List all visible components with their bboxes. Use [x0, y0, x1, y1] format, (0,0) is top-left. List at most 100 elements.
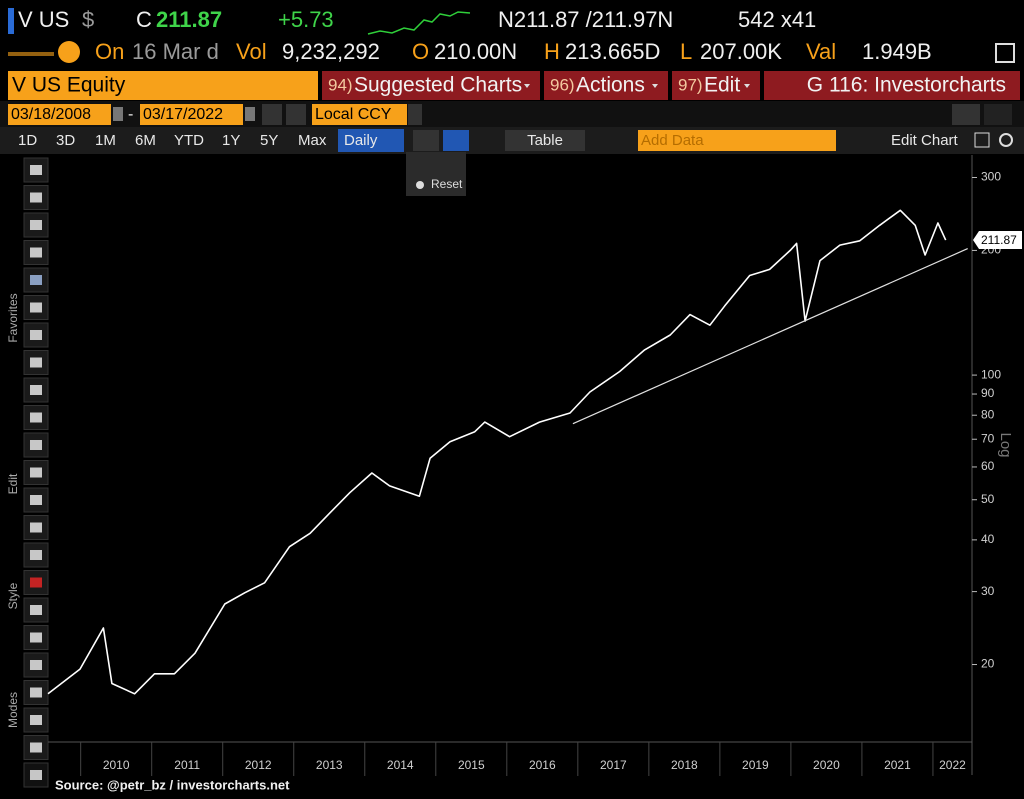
tool-glyph — [30, 247, 42, 258]
x-tick-label: 2014 — [387, 758, 414, 772]
low-label: L — [680, 39, 692, 64]
dots — [8, 52, 54, 56]
edit-chart[interactable]: Edit Chart — [891, 132, 959, 149]
price-line — [47, 209, 947, 695]
calendar-icon[interactable] — [113, 107, 123, 121]
tool-glyph — [30, 385, 42, 395]
y-tick-label: 100 — [981, 367, 1001, 381]
table-button[interactable] — [505, 130, 585, 151]
period-button[interactable]: 1M — [95, 132, 116, 149]
last-label: C — [136, 7, 152, 32]
start-date-box[interactable] — [8, 104, 111, 125]
tool-glyph — [30, 632, 42, 643]
next-button[interactable] — [286, 104, 306, 125]
y-tick-label: 40 — [981, 532, 995, 546]
open-label: O — [412, 39, 429, 64]
tool-glyph — [30, 302, 42, 313]
period-buttons: 1D 3D 1M 6M YTD 1Y 5Y Max — [18, 132, 327, 149]
side-rail — [0, 155, 22, 799]
y-tick-label: 50 — [981, 492, 995, 506]
open: 210.00N — [434, 39, 517, 64]
tool-glyph — [30, 605, 42, 615]
vol-label: Vol — [236, 39, 267, 64]
tool-glyph — [30, 330, 42, 340]
tool-button[interactable] — [23, 185, 49, 210]
gauge-icon — [58, 41, 80, 63]
y-tick-label: 80 — [981, 407, 995, 421]
bar-icon[interactable] — [443, 130, 469, 151]
function-box — [764, 71, 1020, 100]
redo-button[interactable] — [984, 104, 1012, 125]
undo-button[interactable] — [952, 104, 980, 125]
menu-button[interactable] — [322, 71, 540, 100]
focus-bar — [8, 8, 14, 34]
trendline — [572, 248, 968, 425]
add-data-box[interactable] — [638, 130, 836, 151]
section-label: Modes — [6, 692, 20, 728]
dropdown-arrow — [744, 84, 750, 88]
tool-button[interactable] — [23, 432, 49, 458]
tool-button[interactable] — [23, 707, 49, 733]
add-data: Add Data — [641, 132, 704, 149]
last-price: 211.87 — [156, 7, 222, 32]
period-button[interactable]: 3D — [56, 132, 75, 149]
low: 207.00K — [700, 39, 782, 64]
frequency-button[interactable] — [338, 129, 404, 152]
section-label: Style — [6, 582, 20, 609]
trade-size: 542 x41 — [738, 7, 816, 32]
y-tick-label: 90 — [981, 386, 995, 400]
reset[interactable]: Reset — [431, 177, 463, 191]
settings-icon[interactable] — [999, 133, 1013, 147]
security-box[interactable] — [8, 71, 318, 100]
tool-glyph — [30, 687, 42, 698]
menu-label: Suggested Charts — [354, 74, 522, 97]
tool-glyph — [30, 550, 42, 560]
tool-glyph — [30, 715, 42, 725]
line-icon[interactable] — [413, 130, 439, 151]
x-tick-label: 2020 — [813, 758, 840, 772]
currency-dropdown[interactable] — [408, 104, 422, 125]
value-traded: 1.949B — [862, 39, 932, 64]
menu-label: Edit — [704, 74, 740, 97]
period-button[interactable]: 6M — [135, 132, 156, 149]
price-change: +5.73 — [278, 7, 334, 32]
scale-label: Log — [997, 432, 1014, 457]
tool-glyph — [30, 440, 42, 450]
x-tick-label: 2017 — [600, 758, 627, 772]
chart-popup — [406, 152, 466, 196]
menu-number: 96) — [550, 75, 575, 94]
tool-glyph — [30, 660, 42, 670]
last-price-box — [973, 231, 1022, 250]
last-price-label: 211.87 — [981, 233, 1017, 247]
tool-glyph — [30, 165, 42, 175]
menu-label: Actions — [576, 74, 645, 97]
period-button[interactable]: YTD — [174, 132, 204, 149]
tool-glyph — [30, 357, 42, 368]
reset-icon[interactable] — [416, 181, 424, 189]
x-tick-label: 2021 — [884, 758, 911, 772]
calendar-icon[interactable] — [245, 107, 255, 121]
period-button[interactable]: 1Y — [222, 132, 240, 149]
date: 16 Mar d — [132, 39, 219, 64]
x-tick-label: 2016 — [529, 758, 556, 772]
y-tick-label: 60 — [981, 459, 995, 473]
tool-button[interactable] — [23, 157, 49, 183]
frequency: Daily — [344, 132, 378, 149]
edit-icon[interactable] — [974, 132, 990, 148]
period-button[interactable]: 5Y — [260, 132, 278, 149]
popout-icon[interactable] — [995, 43, 1015, 63]
y-tick-label: 70 — [981, 431, 995, 445]
x-tick-label: 2010 — [103, 758, 130, 772]
end-date-box[interactable] — [140, 104, 243, 125]
period-button[interactable]: Max — [298, 132, 327, 149]
tool-button[interactable] — [23, 212, 49, 238]
currency-box[interactable] — [312, 104, 407, 125]
x-tick-label: 2012 — [245, 758, 272, 772]
x-tick-label: 2015 — [458, 758, 485, 772]
prev-button[interactable] — [262, 104, 282, 125]
range-separator: - — [128, 106, 133, 123]
period-button[interactable]: 1D — [18, 132, 37, 149]
menu-button[interactable] — [544, 71, 668, 100]
sparkline — [367, 11, 471, 35]
